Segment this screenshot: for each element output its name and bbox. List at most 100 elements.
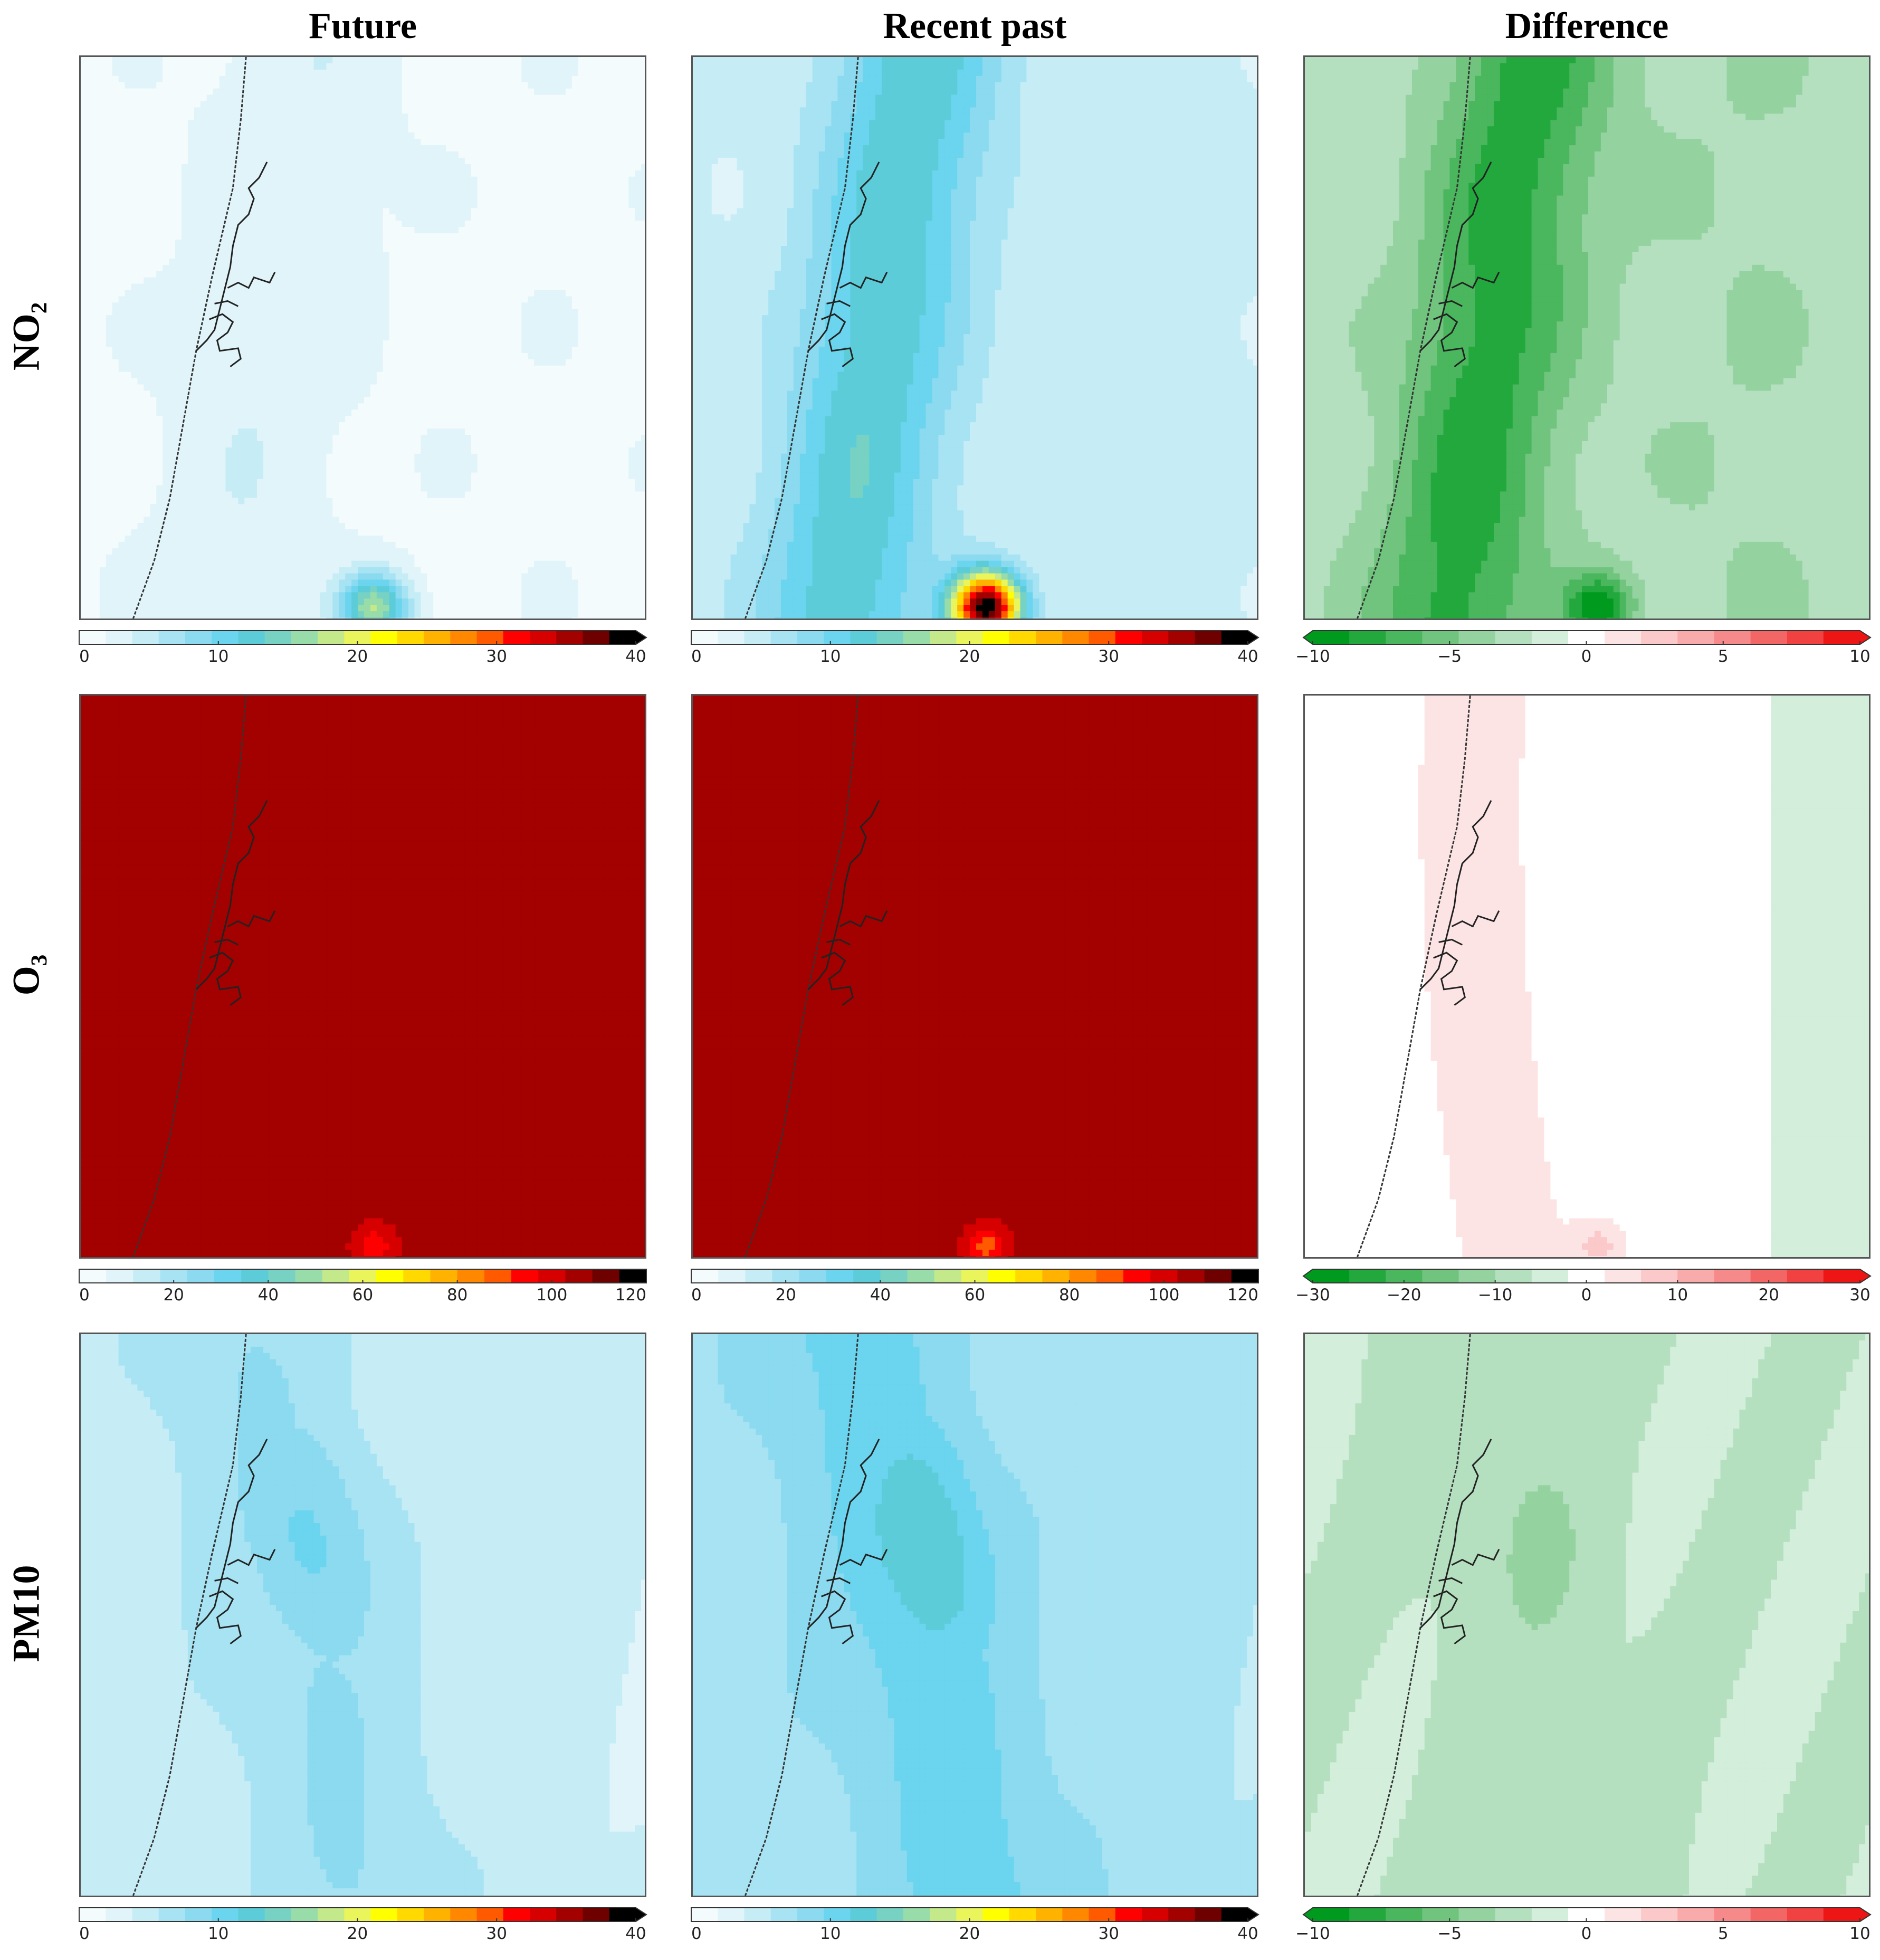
heatmap-cell — [427, 321, 434, 328]
heatmap-cell — [578, 227, 585, 234]
heatmap-cell — [332, 334, 339, 341]
heatmap-cell — [459, 113, 465, 120]
heatmap-cell — [106, 233, 113, 240]
heatmap-cell — [276, 403, 283, 410]
heatmap-cell — [332, 353, 339, 360]
heatmap-cell — [332, 57, 339, 64]
heatmap-cell — [244, 334, 251, 341]
heatmap-cell — [534, 290, 541, 297]
heatmap-cell — [244, 151, 251, 158]
heatmap-cell — [301, 366, 308, 373]
heatmap-cell — [402, 321, 409, 328]
heatmap-cell — [314, 196, 321, 203]
heatmap-cell — [572, 76, 579, 83]
heatmap-cell — [364, 309, 371, 316]
heatmap-cell — [484, 366, 491, 373]
heatmap-cell — [364, 158, 371, 165]
heatmap-cell — [112, 315, 119, 322]
heatmap-cell — [446, 284, 453, 291]
heatmap-cell — [559, 240, 566, 246]
heatmap-cell — [320, 145, 327, 152]
heatmap-cell — [282, 315, 289, 322]
heatmap-cell — [225, 334, 232, 341]
heatmap-cell — [641, 366, 645, 373]
heatmap-cell — [144, 170, 150, 177]
heatmap-cell — [150, 315, 157, 322]
heatmap-cell — [137, 82, 144, 89]
heatmap-cell — [509, 126, 516, 133]
heatmap-cell — [81, 296, 88, 303]
heatmap-cell — [119, 145, 126, 152]
heatmap-cell — [396, 309, 403, 316]
heatmap-cell — [257, 107, 264, 114]
heatmap-cell — [87, 233, 94, 240]
heatmap-cell — [497, 353, 503, 360]
heatmap-cell — [427, 340, 434, 347]
heatmap-cell — [484, 315, 491, 322]
heatmap-cell — [257, 385, 264, 392]
heatmap-cell — [232, 89, 238, 96]
heatmap-cell — [478, 265, 484, 272]
heatmap-cell — [515, 265, 522, 272]
heatmap-cell — [282, 208, 289, 215]
heatmap-cell — [251, 139, 257, 146]
heatmap-cell — [370, 221, 377, 227]
heatmap-cell — [301, 183, 308, 190]
heatmap-cell — [345, 145, 352, 152]
heatmap-cell — [421, 151, 427, 158]
heatmap-cell — [452, 126, 459, 133]
heatmap-cell — [358, 132, 365, 139]
heatmap-cell — [276, 126, 283, 133]
heatmap-cell — [270, 334, 276, 341]
heatmap-cell — [414, 221, 421, 227]
heatmap-cell — [201, 246, 207, 253]
heatmap-cell — [188, 284, 195, 291]
heatmap-cell — [263, 189, 270, 196]
heatmap-cell — [622, 347, 629, 354]
heatmap-cell — [591, 170, 598, 177]
heatmap-cell — [609, 265, 616, 272]
heatmap-cell — [515, 290, 522, 297]
heatmap-cell — [257, 265, 264, 272]
heatmap-cell — [175, 366, 182, 373]
heatmap-cell — [377, 76, 384, 83]
heatmap-cell — [503, 328, 510, 335]
heatmap-cell — [194, 227, 201, 234]
heatmap-cell — [156, 315, 163, 322]
heatmap-cell — [484, 397, 491, 404]
heatmap-cell — [188, 252, 195, 259]
heatmap-cell — [295, 240, 302, 246]
heatmap-cell — [497, 76, 503, 83]
heatmap-cell — [465, 328, 472, 335]
heatmap-cell — [169, 246, 176, 253]
heatmap-cell — [156, 221, 163, 227]
heatmap-cell — [421, 70, 427, 77]
heatmap-cell — [169, 271, 176, 278]
heatmap-cell — [332, 385, 339, 392]
heatmap-cell — [364, 221, 371, 227]
heatmap-cell — [106, 278, 113, 284]
heatmap-cell — [345, 214, 352, 221]
heatmap-cell — [220, 151, 226, 158]
heatmap-cell — [559, 321, 566, 328]
heatmap-cell — [225, 290, 232, 297]
heatmap-cell — [119, 120, 126, 127]
heatmap-cell — [225, 139, 232, 146]
heatmap-cell — [326, 334, 333, 341]
heatmap-cell — [622, 359, 629, 366]
heatmap-cell — [503, 177, 510, 184]
heatmap-cell — [244, 340, 251, 347]
heatmap-cell — [81, 139, 88, 146]
heatmap-cell — [131, 403, 138, 410]
heatmap-cell — [396, 189, 403, 196]
heatmap-cell — [238, 183, 245, 190]
heatmap-cell — [295, 189, 302, 196]
heatmap-cell — [471, 296, 478, 303]
heatmap-cell — [585, 240, 591, 246]
heatmap-cell — [225, 57, 232, 64]
heatmap-cell — [377, 95, 384, 102]
heatmap-cell — [414, 372, 421, 379]
heatmap-cell — [112, 353, 119, 360]
heatmap-cell — [377, 70, 384, 77]
heatmap-cell — [503, 89, 510, 96]
